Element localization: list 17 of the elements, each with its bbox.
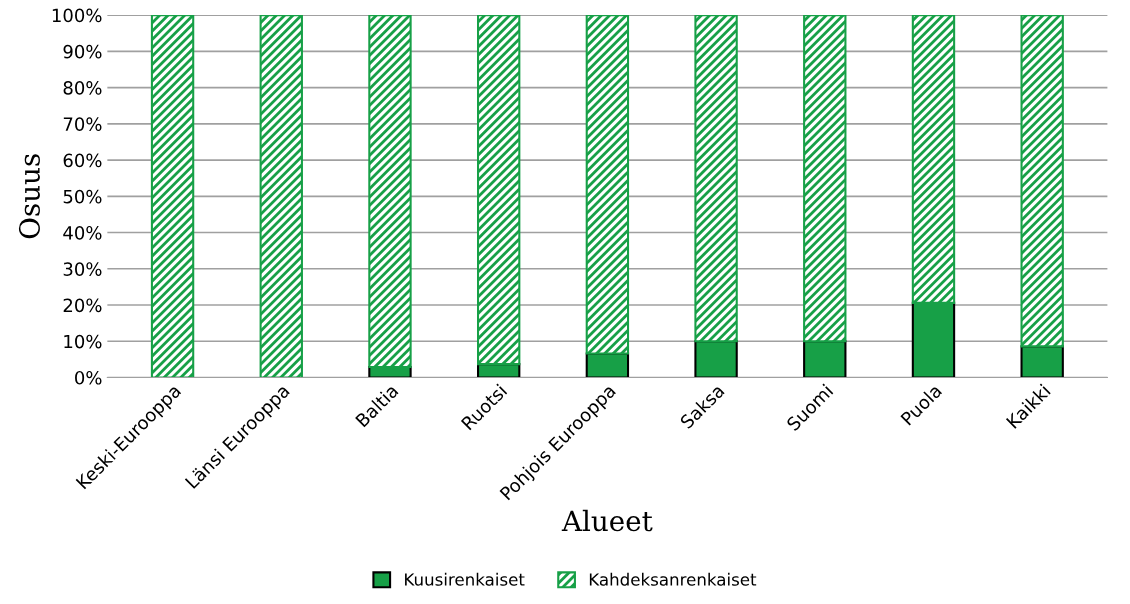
y-tick-label: 10% — [64, 334, 102, 349]
y-tick-label: 30% — [63, 262, 102, 276]
y-tick-label: 60% — [63, 153, 102, 168]
y-tick-label: 80% — [63, 81, 102, 95]
y-tick-label: 50% — [63, 189, 102, 204]
y-tick-label: 0% — [75, 370, 102, 385]
bar — [150, 15, 195, 378]
y-tick-label: 70% — [63, 117, 102, 131]
x-axis-title: Alueet — [561, 509, 653, 532]
legend-label: Kahdeksanrenkaiset — [589, 572, 757, 586]
y-tick-label: 90% — [63, 44, 102, 59]
y-tick-label: 100% — [52, 8, 102, 23]
y-tick-label: 20% — [63, 298, 102, 313]
legend-label: Kuusirenkaiset — [405, 572, 525, 586]
y-axis-title: Osuus — [18, 154, 40, 239]
y-tick-label: 40% — [63, 226, 102, 240]
bar — [259, 15, 303, 378]
